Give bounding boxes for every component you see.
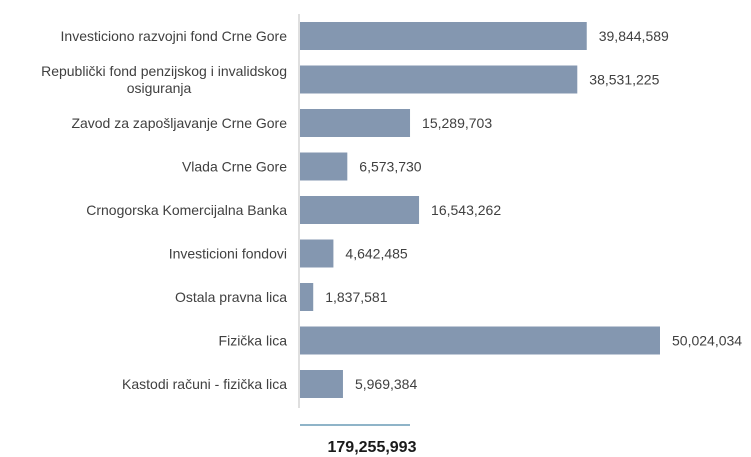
bar [300, 239, 334, 268]
category-label: Vlada Crne Gore [182, 159, 287, 175]
bars-group: 39,844,589 Investiciono razvojni fond Crn… [41, 22, 742, 398]
value-label: 38,531,225 [589, 72, 659, 88]
bar [300, 370, 343, 398]
value-label: 50,024,034 [672, 333, 742, 349]
bar [300, 283, 314, 311]
category-label-line: Republički fond penzijskog i invalidskog [41, 63, 287, 79]
bar [300, 22, 587, 50]
bar [300, 196, 420, 224]
category-label: Ostala pravna lica [175, 289, 287, 305]
bar [300, 326, 660, 355]
value-label: 4,642,485 [345, 246, 407, 262]
category-label: Kastodi računi - fizička lica [122, 376, 287, 392]
value-label: 15,289,703 [422, 115, 492, 131]
bar [300, 65, 578, 94]
category-label: Crnogorska Komercijalna Banka [86, 202, 287, 218]
value-label: 39,844,589 [599, 28, 669, 44]
bar [300, 109, 411, 137]
total-value-label: 179,255,993 [328, 439, 417, 456]
value-label: 16,543,262 [431, 202, 501, 218]
value-label: 1,837,581 [325, 289, 387, 305]
category-label: Investicioni fondovi [169, 246, 287, 262]
category-label: Fizička lica [219, 333, 288, 349]
value-label: 5,969,384 [355, 376, 417, 392]
bar [300, 152, 348, 181]
category-label: Investiciono razvojni fond Crne Gore [61, 28, 288, 44]
value-label: 6,573,730 [359, 159, 421, 175]
category-label: Republički fond penzijskog i invalidskog… [41, 63, 287, 96]
category-label-line: osiguranja [127, 80, 192, 96]
category-label: Zavod za zapošljavanje Crne Gore [71, 115, 287, 131]
